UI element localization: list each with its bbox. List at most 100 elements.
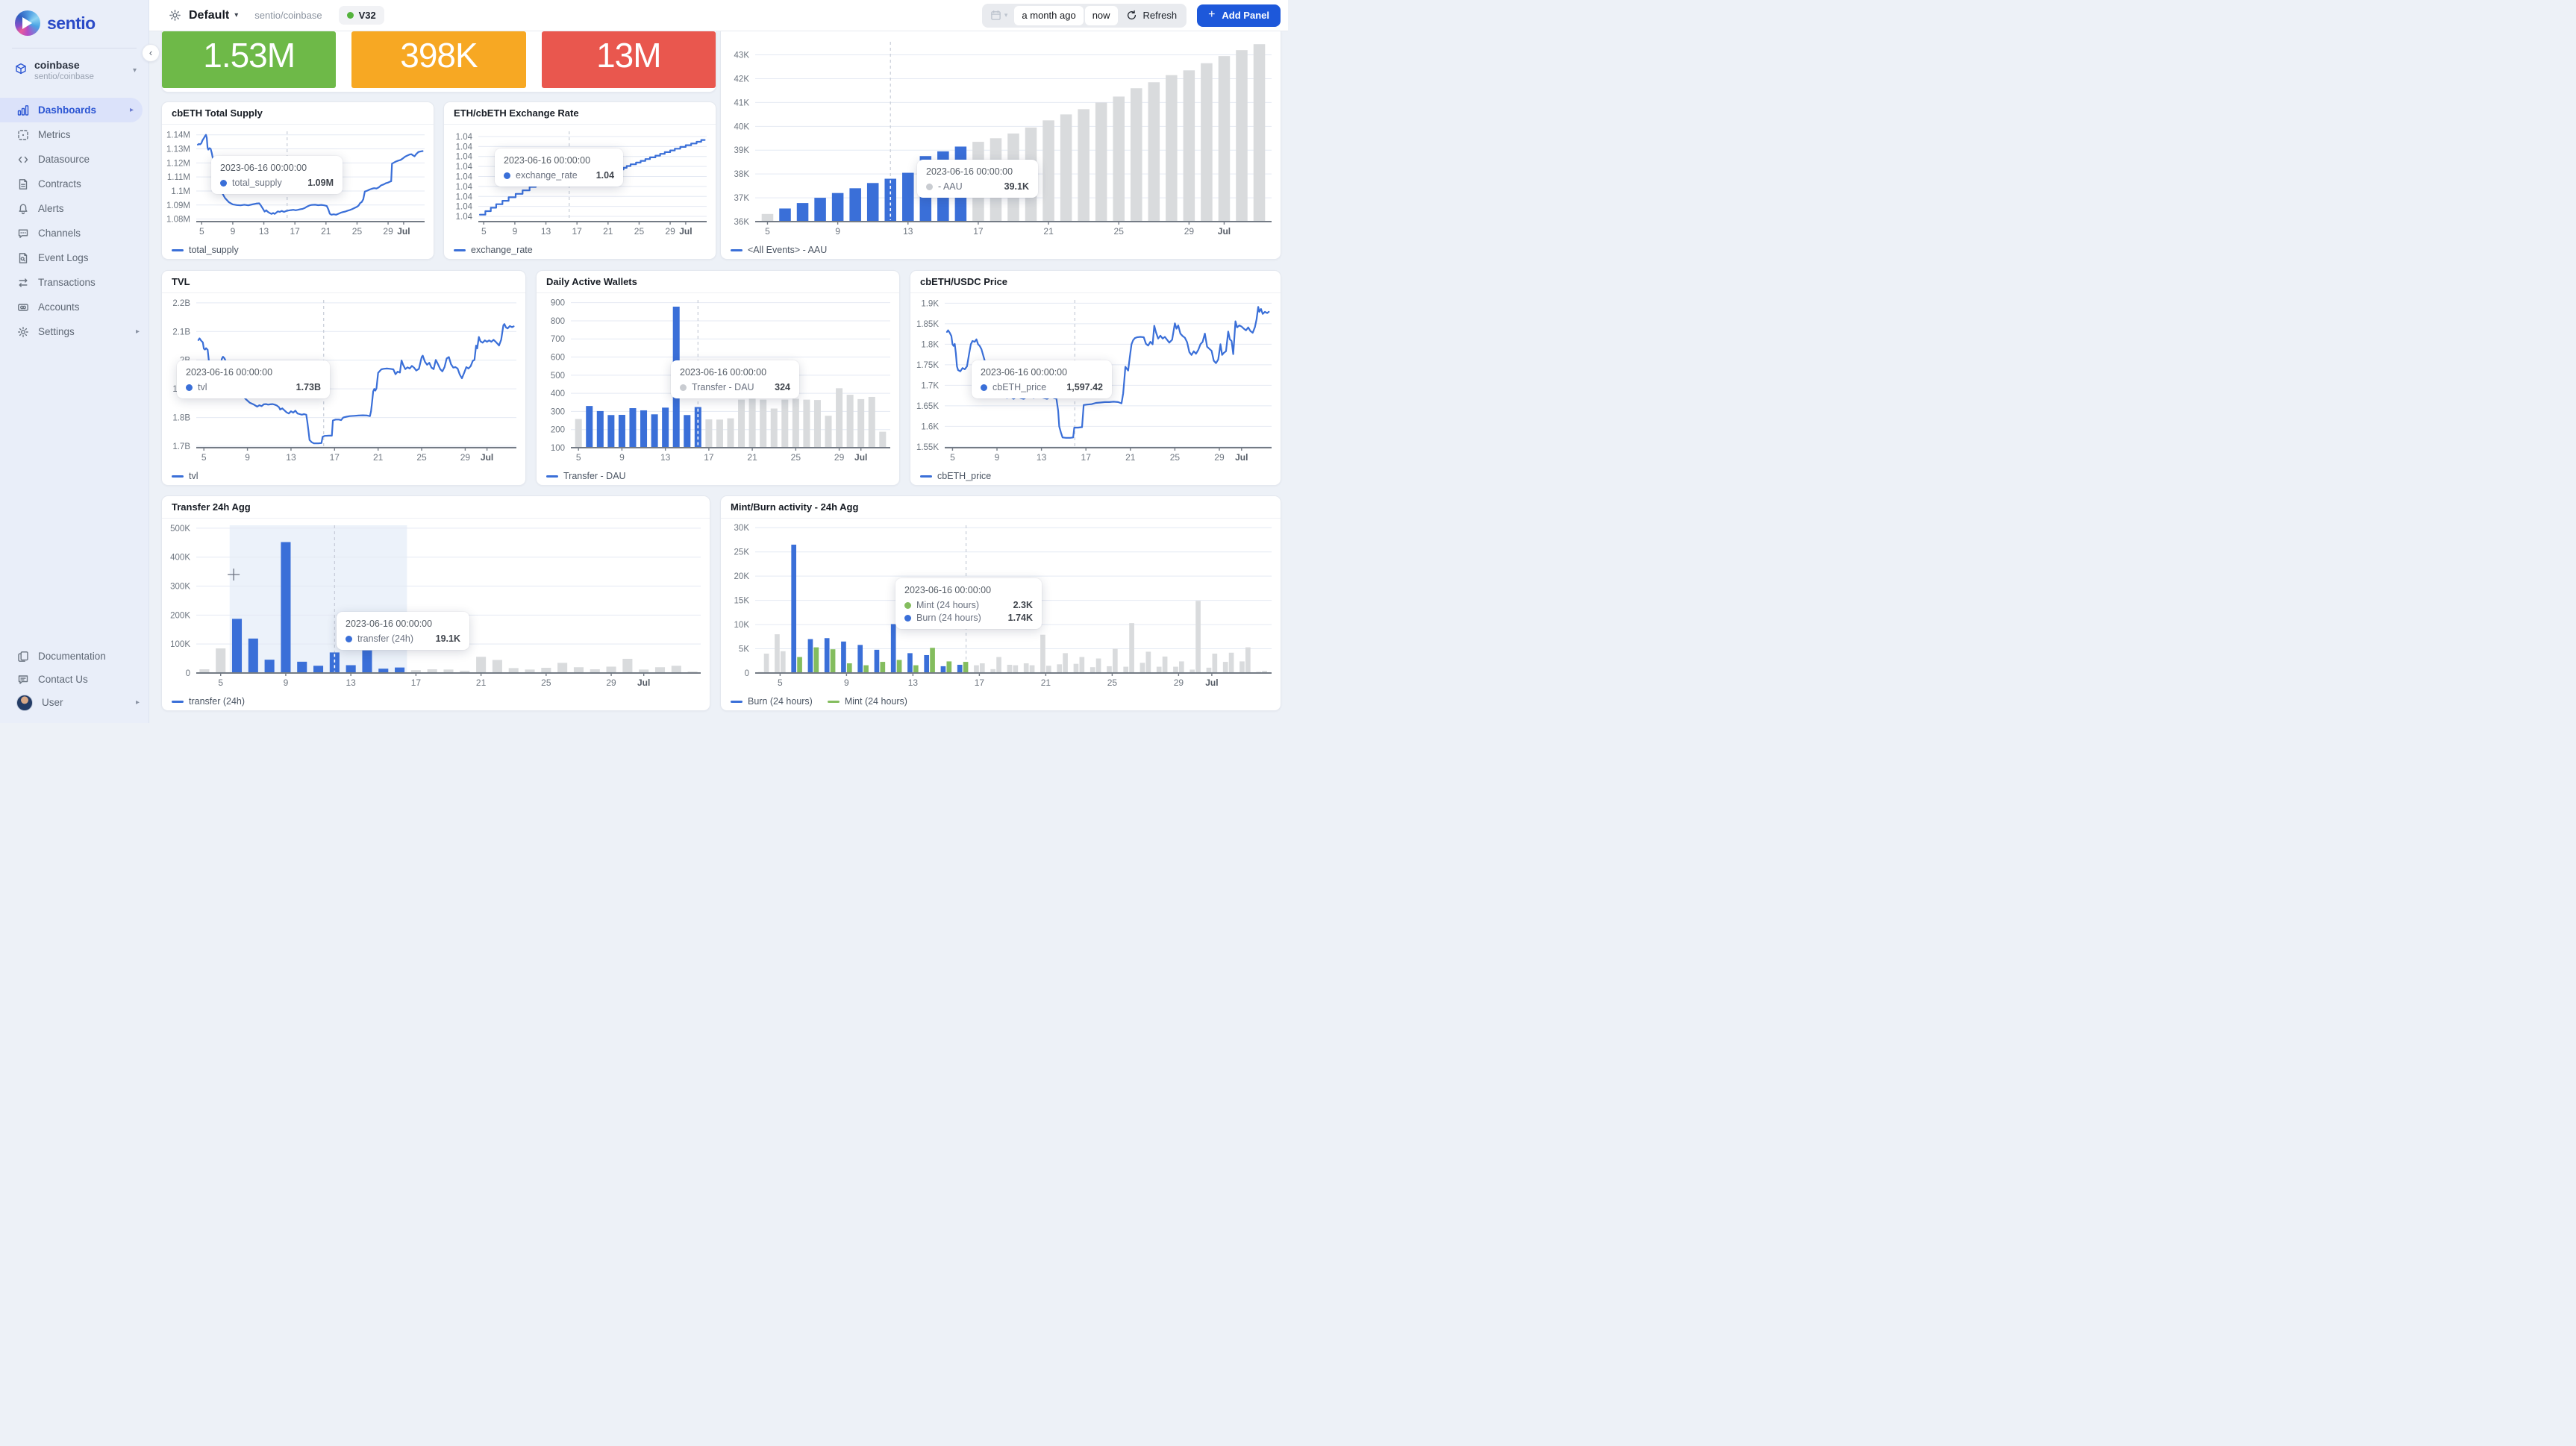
sidebar-nav: Dashboards ▸ Metrics Datasource Contract… [0, 98, 149, 344]
svg-text:29: 29 [834, 452, 845, 463]
svg-text:9: 9 [835, 226, 840, 237]
bell-icon [16, 202, 29, 215]
panel-title: TVL [162, 271, 525, 293]
svg-text:1.04: 1.04 [456, 143, 473, 151]
svg-text:39K: 39K [734, 146, 750, 155]
legend-item[interactable]: exchange_rate [454, 245, 533, 255]
sentio-logo[interactable]: sentio [0, 0, 149, 45]
refresh-button[interactable]: Refresh [1119, 6, 1185, 25]
sidebar-item-dashboards[interactable]: Dashboards ▸ [0, 98, 143, 122]
svg-text:5: 5 [576, 452, 581, 463]
total-supply-tooltip: 2023-06-16 00:00:00 total_supply 1.09M [211, 156, 343, 194]
sidebar-item-contact-us[interactable]: Contact Us [0, 668, 149, 691]
dashboard-title[interactable]: Default [189, 8, 230, 22]
version-badge[interactable]: V32 [338, 6, 384, 25]
legend-color-dash [731, 248, 743, 251]
tooltip-row: Mint (24 hours) 2.3K [904, 600, 1033, 610]
tooltip-row: tvl 1.73B [186, 382, 321, 392]
svg-text:21: 21 [321, 226, 331, 237]
sidebar-item-alerts[interactable]: Alerts [0, 196, 149, 221]
chevron-down-icon[interactable]: ▾ [234, 11, 239, 19]
legend-color-dash [920, 475, 932, 478]
svg-text:Jul: Jul [1218, 226, 1231, 237]
svg-text:1.1M: 1.1M [171, 187, 190, 196]
legend-color-dash [454, 248, 466, 251]
svg-text:25: 25 [1107, 677, 1118, 688]
sidebar-item-contracts[interactable]: Contracts [0, 172, 149, 196]
aau-chart[interactable]: 36K 37K 38K 39K 40K 41K 42K 43K 5 9 13 17 21 25 29 Jul [721, 31, 1281, 240]
legend-item[interactable]: transfer (24h) [172, 696, 245, 707]
svg-text:25K: 25K [734, 548, 750, 557]
svg-text:9: 9 [844, 677, 849, 688]
sidebar-collapse-button[interactable]: ‹ [142, 44, 160, 62]
svg-text:1.8K: 1.8K [921, 340, 939, 349]
sidebar-item-accounts[interactable]: Accounts [0, 295, 149, 319]
svg-text:21: 21 [747, 452, 757, 463]
project-selector[interactable]: coinbase sentio/coinbase ▾ [0, 48, 149, 90]
exchange-rate-legend: exchange_rate [454, 245, 533, 255]
svg-text:900: 900 [551, 299, 565, 308]
panel-title: cbETH/USDC Price [910, 271, 1281, 293]
dashboard-settings-icon[interactable] [169, 9, 181, 22]
svg-text:17: 17 [572, 226, 583, 237]
svg-text:5: 5 [218, 677, 223, 688]
svg-text:30K: 30K [734, 524, 750, 533]
tooltip-date: 2023-06-16 00:00:00 [186, 367, 273, 378]
series-dot-icon [680, 384, 687, 391]
card-icon [16, 301, 29, 313]
sidebar-item-event-logs[interactable]: Event Logs [0, 245, 149, 270]
svg-text:1.85K: 1.85K [916, 320, 939, 329]
stat-tile-orange[interactable]: 398K [351, 31, 526, 88]
plus-icon: + [1208, 8, 1216, 21]
sidebar-item-documentation[interactable]: Documentation [0, 645, 149, 668]
svg-text:13: 13 [660, 452, 671, 463]
calendar-picker-button[interactable]: ▾ [984, 6, 1014, 25]
price-chart[interactable]: 1.55K 1.6K 1.65K 1.7K 1.75K 1.8K 1.85K 1.9K 5 9 13… [910, 293, 1281, 466]
code-icon [16, 153, 29, 166]
svg-text:100: 100 [551, 444, 565, 453]
legend-item[interactable]: total_supply [172, 245, 239, 255]
legend-item[interactable]: Burn (24 hours) [731, 696, 813, 707]
legend-item[interactable]: <All Events> - AAU [731, 245, 827, 255]
range-from-button[interactable]: a month ago [1014, 5, 1084, 25]
mint-burn-legend: Burn (24 hours) Mint (24 hours) [731, 696, 907, 707]
price-legend: cbETH_price [920, 471, 991, 481]
legend-color-dash [172, 248, 184, 251]
panel-title: Daily Active Wallets [537, 271, 899, 293]
sidebar-item-channels[interactable]: Channels [0, 221, 149, 245]
sidebar-item-transactions[interactable]: Transactions [0, 270, 149, 295]
svg-text:1.04: 1.04 [456, 173, 473, 182]
svg-text:1.12M: 1.12M [166, 159, 190, 168]
legend-item[interactable]: cbETH_price [920, 471, 991, 481]
svg-text:13: 13 [908, 677, 919, 688]
sidebar-item-settings[interactable]: Settings ▸ [0, 319, 149, 344]
tooltip-date: 2023-06-16 00:00:00 [680, 367, 767, 378]
add-panel-button[interactable]: + Add Panel [1197, 4, 1281, 27]
svg-text:200: 200 [551, 426, 565, 435]
legend-item[interactable]: Mint (24 hours) [827, 696, 907, 707]
svg-text:1.11M: 1.11M [167, 173, 190, 182]
tooltip-row: cbETH_price 1,597.42 [981, 382, 1103, 392]
chevron-right-icon: ▸ [129, 106, 134, 114]
legend-item[interactable]: tvl [172, 471, 198, 481]
panel-cbeth-usdc-price: cbETH/USDC Price 1.55K 1.6K 1.65K 1.7K 1.75K… [910, 270, 1281, 486]
svg-text:500K: 500K [170, 525, 190, 533]
sidebar-item-user[interactable]: User ▸ [0, 691, 149, 714]
metrics-icon [16, 128, 29, 141]
tooltip-date: 2023-06-16 00:00:00 [504, 155, 591, 166]
stat-tile-green[interactable]: 1.53M [162, 31, 337, 88]
transfer-24h-chart[interactable]: 0 100K 200K 300K 400K 500K 5 9 13 17 21 25 29 Jul [162, 519, 710, 691]
range-to-button[interactable]: now [1084, 5, 1118, 25]
svg-text:1.04: 1.04 [456, 133, 473, 142]
stat-tile-red[interactable]: 13M [541, 31, 716, 88]
svg-text:Jul: Jul [481, 452, 493, 463]
tooltip-row: Transfer - DAU 324 [680, 382, 790, 392]
legend-item[interactable]: Transfer - DAU [546, 471, 626, 481]
sidebar-item-datasource[interactable]: Datasource [0, 147, 149, 172]
series-dot-icon [504, 172, 510, 179]
svg-text:1.04: 1.04 [456, 203, 473, 212]
tooltip-row: exchange_rate 1.04 [504, 170, 614, 181]
tvl-legend: tvl [172, 471, 198, 481]
sidebar-item-metrics[interactable]: Metrics [0, 122, 149, 147]
